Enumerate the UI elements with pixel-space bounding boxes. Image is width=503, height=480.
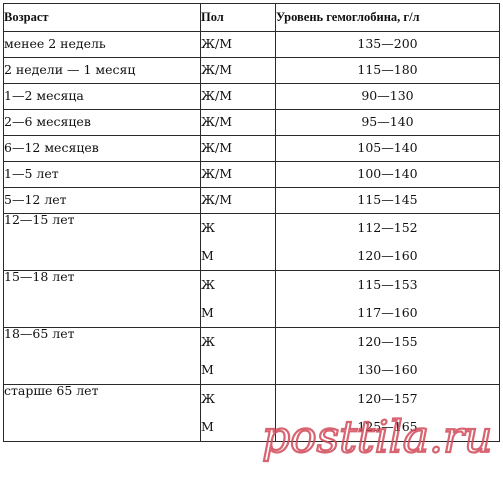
hemoglobin-cell-female: 120—155 — [275, 327, 500, 356]
hemoglobin-cell-male: 120—160 — [275, 242, 500, 271]
hemoglobin-cell-female: 120—157 — [275, 384, 500, 413]
table-row: 18—65 лет Ж 120—155 — [3, 327, 500, 385]
sex-cell-male: М — [200, 413, 276, 442]
age-cell: 2—6 месяцев — [3, 109, 201, 136]
age-cell: 1—2 месяца — [3, 83, 201, 110]
sex-cell-female: Ж — [200, 327, 276, 356]
table-row: менее 2 недель Ж/М 135—200 — [3, 31, 500, 58]
sex-cell: Ж/М — [200, 109, 276, 136]
sex-cell: Ж/М — [200, 31, 276, 58]
header-sex: Пол — [200, 3, 276, 32]
hemoglobin-cell-male: 125—165 — [275, 413, 500, 442]
table-row: 6—12 месяцев Ж/М 105—140 — [3, 135, 500, 162]
age-cell: 6—12 месяцев — [3, 135, 201, 162]
hemoglobin-cell-female: 112—152 — [275, 213, 500, 242]
sex-cell: Ж/М — [200, 161, 276, 188]
hemoglobin-cell-female: 115—153 — [275, 270, 500, 299]
hemoglobin-cell: 105—140 — [275, 135, 500, 162]
hemoglobin-table: Возраст Пол Уровень гемоглобина, г/л мен… — [3, 3, 500, 442]
sex-cell-male: М — [200, 242, 276, 271]
table-row: 2—6 месяцев Ж/М 95—140 — [3, 109, 500, 136]
table-row: 15—18 лет Ж 115—153 — [3, 270, 500, 328]
hemoglobin-cell-male: 117—160 — [275, 299, 500, 328]
table-row: 12—15 лет Ж 112—152 — [3, 213, 500, 271]
table-row: 1—5 лет Ж/М 100—140 — [3, 161, 500, 188]
sex-cell: Ж/М — [200, 135, 276, 162]
age-cell: старше 65 лет — [3, 384, 201, 442]
age-cell: 2 недели — 1 месяц — [3, 57, 201, 84]
age-cell: менее 2 недель — [3, 31, 201, 58]
hemoglobin-cell: 90—130 — [275, 83, 500, 110]
age-cell: 12—15 лет — [3, 213, 201, 271]
table-row: 5—12 лет Ж/М 115—145 — [3, 187, 500, 214]
table-row: 1—2 месяца Ж/М 90—130 — [3, 83, 500, 110]
sex-cell-male: М — [200, 299, 276, 328]
age-cell: 18—65 лет — [3, 327, 201, 385]
sex-cell-female: Ж — [200, 384, 276, 413]
table-row: старше 65 лет Ж 120—157 — [3, 384, 500, 442]
sex-cell-male: М — [200, 356, 276, 385]
hemoglobin-cell-male: 130—160 — [275, 356, 500, 385]
hemoglobin-cell: 115—145 — [275, 187, 500, 214]
sex-cell: Ж/М — [200, 187, 276, 214]
table-row: М 120—160 — [4, 242, 500, 271]
table-row: М 125—165 — [4, 413, 500, 442]
sex-cell: Ж/М — [200, 57, 276, 84]
hemoglobin-cell: 95—140 — [275, 109, 500, 136]
sex-cell-female: Ж — [200, 213, 276, 242]
sex-cell-female: Ж — [200, 270, 276, 299]
hemoglobin-cell: 100—140 — [275, 161, 500, 188]
header-hemoglobin: Уровень гемоглобина, г/л — [275, 3, 500, 32]
hemoglobin-cell: 115—180 — [275, 57, 500, 84]
table-row: 2 недели — 1 месяц Ж/М 115—180 — [3, 57, 500, 84]
table-header-row: Возраст Пол Уровень гемоглобина, г/л — [3, 3, 500, 32]
header-age: Возраст — [3, 3, 201, 32]
age-cell: 1—5 лет — [3, 161, 201, 188]
sex-cell: Ж/М — [200, 83, 276, 110]
age-cell: 5—12 лет — [3, 187, 201, 214]
hemoglobin-cell: 135—200 — [275, 31, 500, 58]
hemoglobin-table-sheet: Возраст Пол Уровень гемоглобина, г/л мен… — [3, 3, 500, 477]
age-cell: 15—18 лет — [3, 270, 201, 328]
